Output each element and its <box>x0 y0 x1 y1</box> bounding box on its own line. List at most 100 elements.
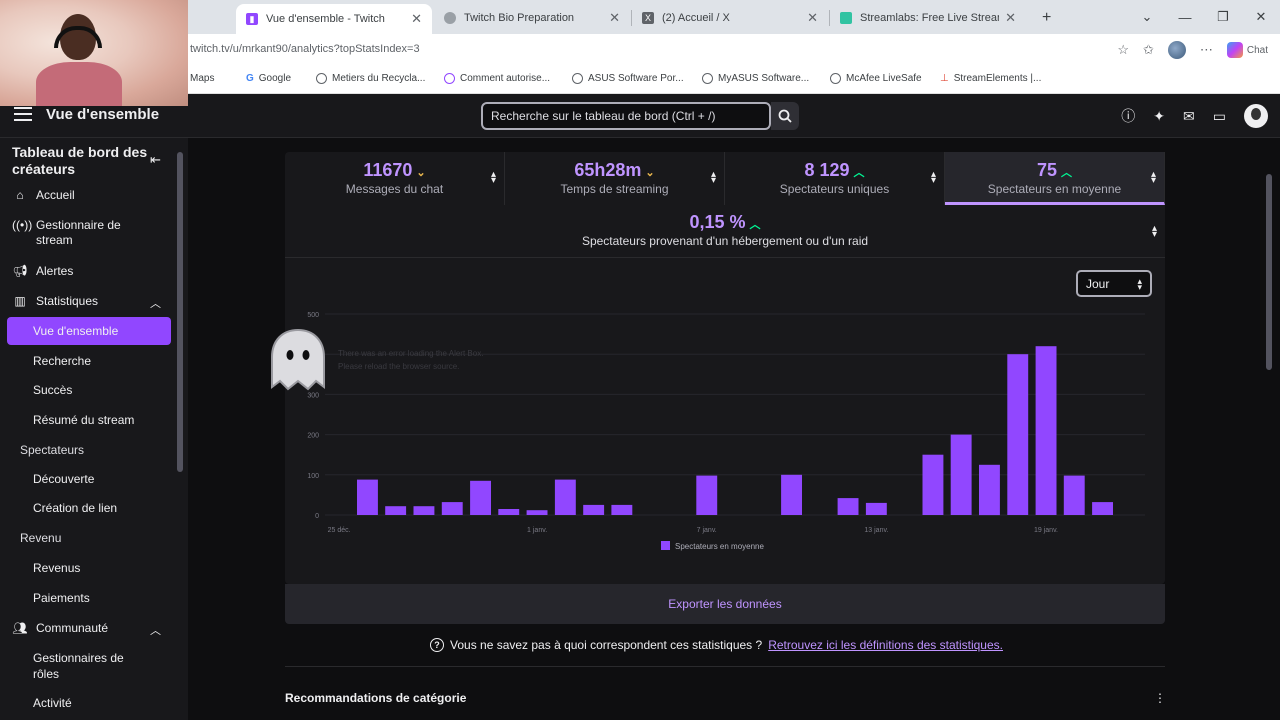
bookmark-item[interactable]: G Google <box>246 73 291 84</box>
chart-bar[interactable] <box>950 434 972 515</box>
sidebar-item-gestionnaires-roles[interactable]: Gestionnaires de rôles <box>33 651 124 681</box>
more-icon[interactable]: ⋯ <box>1199 42 1213 57</box>
window-controls: ⌄ — ❐ ✕ <box>1128 0 1280 34</box>
bookmark-item[interactable]: Metiers du Recycla... <box>316 73 425 84</box>
y-tick-label: 300 <box>307 392 319 399</box>
more-options-icon[interactable]: ⋮ <box>1154 691 1166 705</box>
browser-tab-twitch-analytics[interactable]: ▮ Vue d'ensemble - Twitch ✕ <box>236 4 432 34</box>
sidebar-item-alertes[interactable]: 📢︎ Alertes <box>12 264 170 279</box>
sidebar-item-vue-ensemble[interactable]: Vue d'ensemble <box>33 324 119 338</box>
sidebar-item-accueil[interactable]: ⌂ Accueil <box>12 188 170 203</box>
bookmark-item[interactable]: ⊥ StreamElements |... <box>940 73 1041 84</box>
chevron-up-icon[interactable]: ︿ <box>150 298 161 310</box>
help-text: Vous ne savez pas à quoi correspondent c… <box>450 638 763 652</box>
inbox-icon[interactable]: ✉ <box>1183 107 1195 124</box>
browser-tab-bio[interactable]: Twitch Bio Preparation ✕ <box>434 5 630 31</box>
chart-bar[interactable] <box>554 479 576 515</box>
bookmark-item[interactable]: McAfee LiveSafe <box>830 73 922 84</box>
sidebar-item-creation-lien[interactable]: Création de lien <box>33 501 118 515</box>
chart-bar[interactable] <box>1007 354 1029 515</box>
chart-bar[interactable] <box>781 474 802 515</box>
restore-icon[interactable]: ❐ <box>1217 9 1229 24</box>
url-field[interactable]: twitch.tv/u/mrkant90/analytics?topStatsI… <box>190 43 420 55</box>
dashboard-search-input[interactable] <box>481 102 771 130</box>
chart-bar[interactable] <box>385 506 407 515</box>
new-tab-button[interactable]: + <box>1032 5 1062 31</box>
chevron-up-icon[interactable]: ︿ <box>150 625 161 637</box>
chart-bar[interactable] <box>441 502 463 515</box>
close-icon[interactable]: ✕ <box>411 11 422 26</box>
chart-bar[interactable] <box>696 475 718 515</box>
chart-bar[interactable] <box>498 509 520 515</box>
chart-bar[interactable] <box>922 454 944 515</box>
close-icon[interactable]: ✕ <box>1005 10 1016 25</box>
close-window-icon[interactable]: ✕ <box>1255 9 1267 24</box>
chart-bar[interactable] <box>526 510 548 515</box>
sidebar-item-paiements[interactable]: Paiements <box>33 591 90 605</box>
sidebar-item-decouverte[interactable]: Découverte <box>33 472 95 486</box>
main-scrollbar[interactable] <box>1266 174 1272 370</box>
sort-icon[interactable]: ▴ ▾ <box>930 169 936 186</box>
help-icon[interactable]: ⓘ <box>1121 108 1136 124</box>
sidebar-item-activite[interactable]: Activité <box>33 696 72 710</box>
sidebar-item-resume-stream[interactable]: Résumé du stream <box>33 413 135 427</box>
chevron-down-icon[interactable]: ⌄ <box>1141 9 1153 24</box>
sort-icon[interactable]: ▴ ▾ <box>710 169 716 186</box>
stat-tile-messages[interactable]: 11670 ⌄ Messages du chat ▴ ▾ <box>285 152 505 205</box>
sidebar-item-revenus[interactable]: Revenus <box>33 561 81 575</box>
chart-bar[interactable] <box>1035 346 1057 515</box>
chart-bar[interactable] <box>979 464 1000 516</box>
home-icon: ⌂ <box>16 188 24 202</box>
stat-tile-average-viewers[interactable]: 75 ︿ Spectateurs en moyenne ▴ ▾ <box>945 152 1165 205</box>
bookmark-item[interactable]: ASUS Software Por... <box>572 73 684 84</box>
bookmark-item[interactable]: Maps <box>190 73 214 84</box>
hamburger-menu-icon[interactable] <box>14 107 32 121</box>
whispers-icon[interactable]: ▭ <box>1212 107 1226 124</box>
tab-separator <box>631 10 632 26</box>
chart-bar[interactable] <box>1092 502 1113 515</box>
chart-bar[interactable] <box>413 506 435 515</box>
stat-label: Spectateurs uniques <box>779 182 890 196</box>
sidebar-item-recherche[interactable]: Recherche <box>33 354 92 368</box>
sidebar-item-communaute[interactable]: 👥︎ Communauté <box>12 621 170 636</box>
sort-icon[interactable]: ▴ ▾ <box>1150 169 1156 186</box>
stats-definitions-link[interactable]: Retrouvez ici les définitions des statis… <box>768 638 1003 652</box>
sidebar-item-statistiques[interactable]: ▥ Statistiques <box>12 294 170 309</box>
sort-icon[interactable]: ▴ ▾ <box>490 169 496 186</box>
sidebar-scrollbar[interactable] <box>177 152 183 472</box>
minimize-icon[interactable]: — <box>1178 9 1192 25</box>
copilot-chat-button[interactable]: Chat <box>1226 42 1268 58</box>
period-select[interactable]: Jour ▴ ▾ <box>1076 270 1152 297</box>
browser-tab-streamlabs[interactable]: Streamlabs: Free Live Streaming & ✕ <box>830 5 1026 31</box>
close-icon[interactable]: ✕ <box>807 10 818 25</box>
stat-tile-host-raid[interactable]: 0,15 % ︿ Spectateurs provenant d'un héber… <box>285 206 1165 258</box>
bookmarks-bar: Maps G Google Metiers du Recycla... Comme… <box>0 66 1280 94</box>
search-button[interactable] <box>771 102 799 130</box>
bookmark-item[interactable]: MyASUS Software... <box>702 73 809 84</box>
twitch-favicon-icon: ▮ <box>246 13 258 25</box>
stat-value: 75 ︿ <box>1036 160 1073 180</box>
favorites-icon[interactable]: ✩ <box>1142 42 1154 57</box>
close-icon[interactable]: ✕ <box>609 10 620 25</box>
globe-icon <box>830 73 841 84</box>
sparkle-icon[interactable]: ✦ <box>1153 107 1166 124</box>
bookmark-item[interactable]: Comment autorise... <box>444 73 550 84</box>
chart-bar[interactable] <box>470 480 491 515</box>
collapse-sidebar-icon[interactable]: ⇤ <box>150 152 161 167</box>
chart-bar[interactable] <box>1063 475 1085 515</box>
browser-tab-x[interactable]: X (2) Accueil / X ✕ <box>632 5 828 31</box>
avatar[interactable] <box>1244 104 1268 128</box>
star-icon[interactable]: ☆ <box>1117 42 1129 57</box>
sidebar-item-gestionnaire-stream[interactable]: ((•)) Gestionnaire de stream <box>12 218 170 248</box>
sort-icon[interactable]: ▴ ▾ <box>1151 223 1157 240</box>
export-data-button[interactable]: Exporter les données <box>285 584 1165 624</box>
stat-tile-unique-viewers[interactable]: 8 129 ︿ Spectateurs uniques ▴ ▾ <box>725 152 945 205</box>
sidebar-item-succes[interactable]: Succès <box>33 383 73 397</box>
chart-bar[interactable] <box>865 502 887 515</box>
chart-bar[interactable] <box>583 504 605 515</box>
profile-icon[interactable] <box>1167 41 1186 59</box>
chart-bar[interactable] <box>611 504 633 515</box>
stat-tile-streaming-time[interactable]: 65h28m ⌄ Temps de streaming ▴ ▾ <box>505 152 725 205</box>
chart-bar[interactable] <box>837 498 859 515</box>
chart-bar[interactable] <box>357 479 378 515</box>
